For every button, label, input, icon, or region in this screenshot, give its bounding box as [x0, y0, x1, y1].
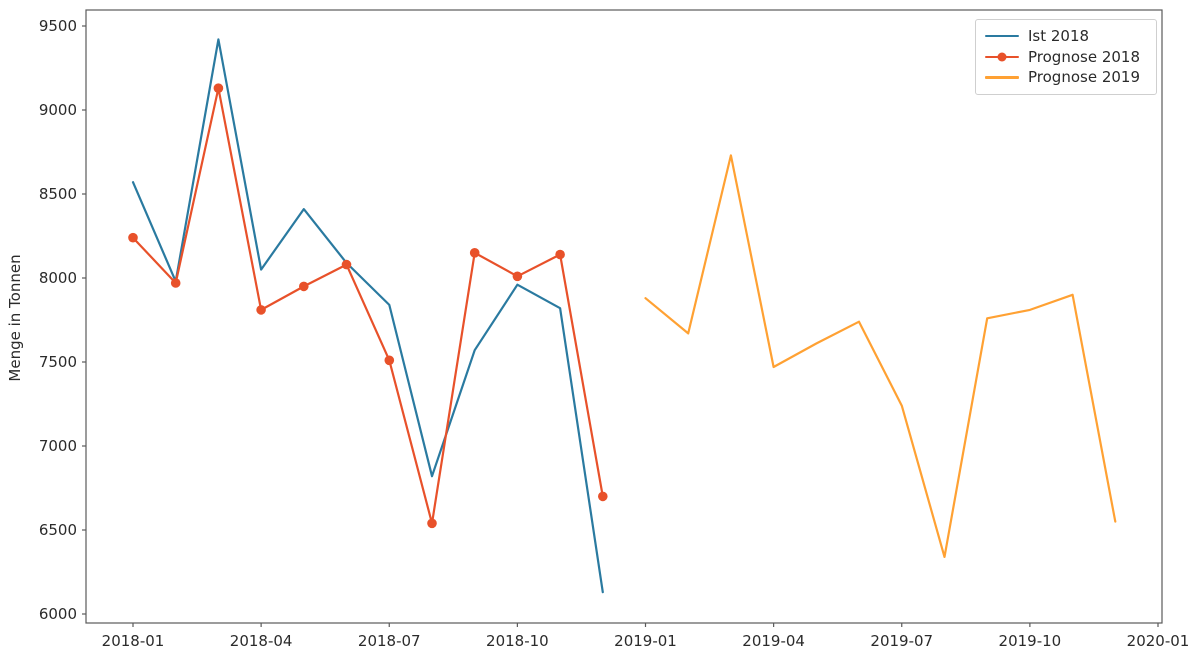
x-tick-label: 2019-07: [870, 632, 933, 650]
legend-item-prognose-2018: Prognose 2018: [985, 47, 1147, 66]
legend-item-label: Ist 2018: [1028, 26, 1090, 45]
series-marker: [384, 355, 395, 366]
legend-sample-line: [985, 76, 1019, 79]
series-marker: [598, 491, 608, 502]
series-marker: [427, 518, 437, 529]
x-tick-label: 2020-01: [1127, 632, 1190, 650]
series-marker: [555, 249, 565, 260]
x-tick-label: 2019-10: [999, 632, 1062, 650]
y-tick-label: 6500: [39, 521, 77, 539]
series-marker: [128, 232, 138, 243]
series-marker: [469, 248, 480, 258]
legend-item-label: Prognose 2018: [1028, 47, 1140, 66]
y-tick-label: 7500: [39, 353, 77, 371]
series-line-prognose-2018: [131, 87, 604, 525]
legend-line-sample-icon: [985, 52, 1019, 63]
x-tick-label: 2018-01: [102, 632, 165, 650]
series-marker: [213, 83, 224, 93]
y-tick-label: 9500: [39, 17, 77, 35]
y-tick-label: 6000: [39, 605, 77, 623]
legend-sample-marker-icon: [997, 52, 1007, 62]
series-marker: [170, 278, 181, 288]
x-tick-label: 2018-07: [358, 632, 421, 650]
legend-item-prognose-2019: Prognose 2019: [985, 70, 1147, 85]
series-marker: [512, 271, 523, 282]
series-marker: [341, 259, 352, 270]
x-tick-label: 2018-04: [230, 632, 293, 650]
y-axis-label: Menge in Tonnen: [6, 254, 24, 381]
legend-sample-line: [985, 34, 1019, 38]
series-marker: [299, 281, 309, 292]
series-line-prognose-2019: [644, 154, 1117, 559]
y-tick-label: 7000: [39, 437, 77, 455]
legend-line-sample-icon: [985, 31, 1019, 42]
legend-item-label: Prognose 2019: [1028, 68, 1140, 87]
y-tick-label: 8500: [39, 185, 77, 203]
series-line-ist-2018: [131, 38, 604, 594]
y-tick-label: 9000: [39, 101, 77, 119]
x-tick-label: 2019-01: [614, 632, 677, 650]
x-tick-label: 2019-04: [742, 632, 805, 650]
axes-spines: [85, 9, 1163, 624]
legend-item-ist-2018: Ist 2018: [985, 26, 1147, 45]
x-tick-label: 2018-10: [486, 632, 549, 650]
legend-line-sample-icon: [985, 72, 1019, 83]
legend: Ist 2018 Prognose 2018 Prognose 2019: [975, 19, 1157, 95]
series-marker: [256, 305, 266, 315]
y-tick-label: 8000: [39, 269, 77, 287]
